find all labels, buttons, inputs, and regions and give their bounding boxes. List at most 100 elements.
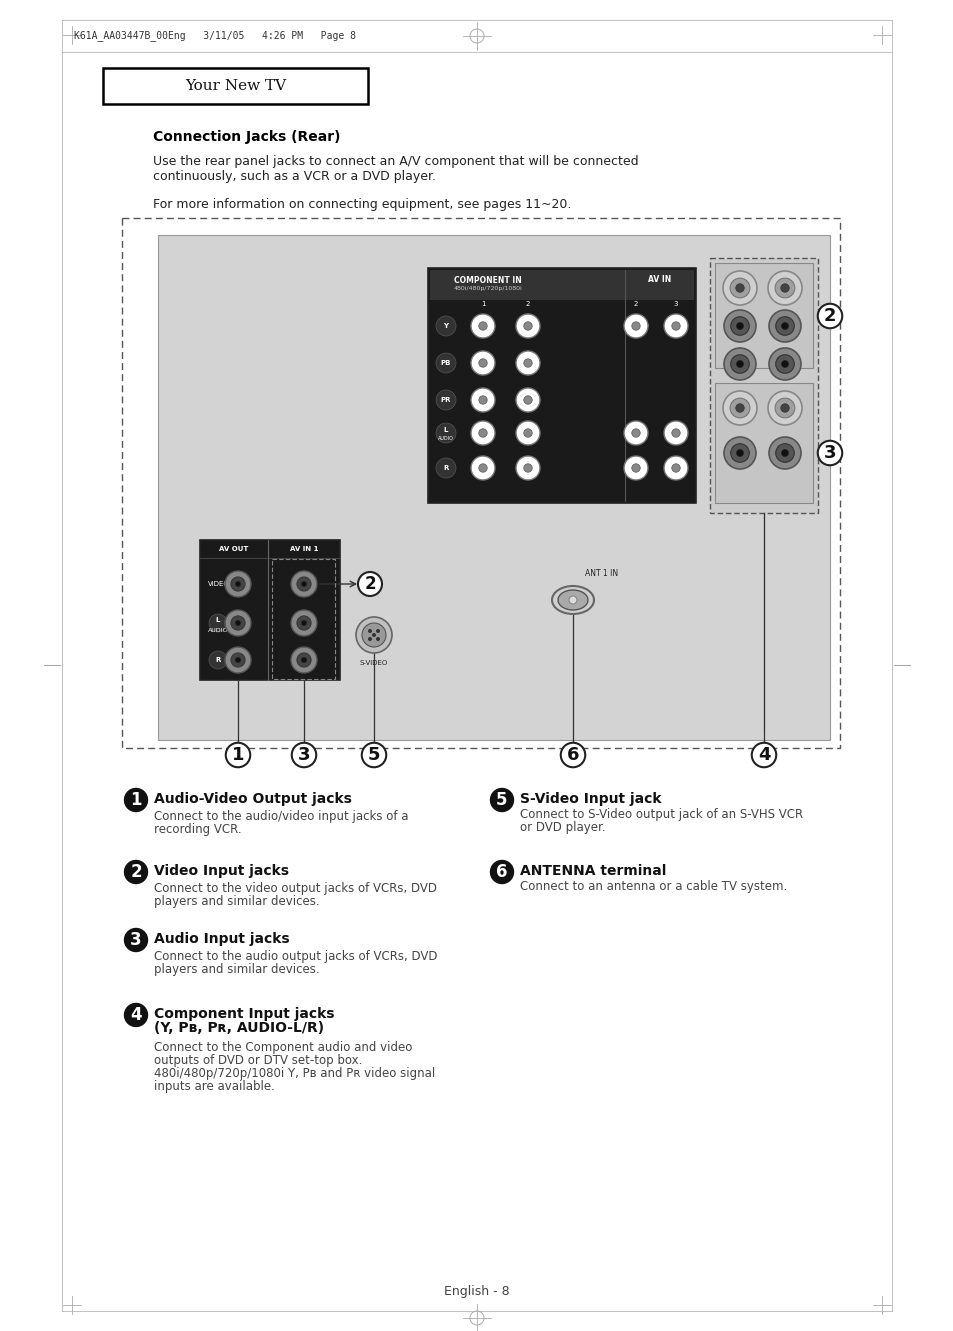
Text: ANT 1 IN: ANT 1 IN <box>584 568 618 578</box>
Circle shape <box>775 355 794 373</box>
Circle shape <box>730 443 748 462</box>
Circle shape <box>291 647 316 673</box>
Text: R: R <box>215 658 220 663</box>
Text: players and similar devices.: players and similar devices. <box>153 964 319 976</box>
Circle shape <box>723 310 755 342</box>
Circle shape <box>523 322 532 330</box>
Circle shape <box>623 314 647 338</box>
Circle shape <box>471 421 495 445</box>
Text: 6: 6 <box>496 862 507 881</box>
Circle shape <box>355 618 392 654</box>
Text: Connection Jacks (Rear): Connection Jacks (Rear) <box>152 130 340 144</box>
Ellipse shape <box>552 586 594 614</box>
Text: 5: 5 <box>367 745 380 764</box>
Text: 480i/480p/720p/1080i Y, Pʙ and Pʀ video signal: 480i/480p/720p/1080i Y, Pʙ and Pʀ video … <box>153 1067 435 1079</box>
Circle shape <box>523 429 532 437</box>
Text: English - 8: English - 8 <box>444 1284 509 1298</box>
Circle shape <box>722 272 757 305</box>
Circle shape <box>723 347 755 379</box>
Bar <box>200 540 339 680</box>
Bar <box>714 264 812 367</box>
Text: Your New TV: Your New TV <box>185 79 286 93</box>
Text: Video Input jacks: Video Input jacks <box>153 864 289 878</box>
Text: 4: 4 <box>757 745 769 764</box>
Text: recording VCR.: recording VCR. <box>153 823 241 836</box>
Circle shape <box>523 359 532 367</box>
Circle shape <box>780 403 788 413</box>
Circle shape <box>436 315 456 335</box>
Circle shape <box>767 272 801 305</box>
Circle shape <box>623 421 647 445</box>
Circle shape <box>781 450 788 457</box>
Text: 480i/480p/720p/1080i: 480i/480p/720p/1080i <box>453 286 522 291</box>
Bar <box>103 68 368 104</box>
Circle shape <box>291 571 316 598</box>
Circle shape <box>478 429 487 437</box>
Circle shape <box>523 463 532 473</box>
Circle shape <box>631 429 639 437</box>
Circle shape <box>729 278 749 298</box>
Bar <box>625 270 693 299</box>
Circle shape <box>471 389 495 413</box>
Text: or DVD player.: or DVD player. <box>519 821 605 835</box>
Circle shape <box>775 317 794 335</box>
Circle shape <box>671 322 679 330</box>
Circle shape <box>631 322 639 330</box>
Text: Audio Input jacks: Audio Input jacks <box>153 932 290 946</box>
Text: AUDIO: AUDIO <box>627 435 645 441</box>
Circle shape <box>736 322 742 330</box>
Bar <box>428 268 696 503</box>
Text: Y: Y <box>443 323 448 329</box>
Ellipse shape <box>558 590 587 610</box>
Text: 2: 2 <box>525 301 530 307</box>
Text: 1: 1 <box>131 791 142 809</box>
Circle shape <box>775 398 794 418</box>
Circle shape <box>361 623 386 647</box>
Text: 2: 2 <box>822 307 836 325</box>
Circle shape <box>516 351 539 375</box>
Circle shape <box>730 355 748 373</box>
Circle shape <box>471 314 495 338</box>
Circle shape <box>231 576 245 591</box>
Circle shape <box>478 395 487 405</box>
Text: VIDEO: VIDEO <box>627 323 649 329</box>
Text: S-Video Input jack: S-Video Input jack <box>519 792 660 807</box>
Text: Connect to S-Video output jack of an S-VHS VCR: Connect to S-Video output jack of an S-V… <box>519 808 802 821</box>
Circle shape <box>516 457 539 480</box>
Circle shape <box>301 582 306 587</box>
Text: inputs are available.: inputs are available. <box>153 1079 274 1093</box>
Circle shape <box>235 582 240 587</box>
Circle shape <box>291 610 316 636</box>
Circle shape <box>623 457 647 480</box>
Circle shape <box>235 658 240 663</box>
Bar <box>158 236 829 740</box>
Text: PR: PR <box>440 397 451 403</box>
Text: AUDIO: AUDIO <box>208 628 229 634</box>
Text: Connect to the Component audio and video: Connect to the Component audio and video <box>153 1041 412 1054</box>
Text: (Y, Pʙ, Pʀ, AUDIO-L/R): (Y, Pʙ, Pʀ, AUDIO-L/R) <box>153 1021 324 1036</box>
Circle shape <box>516 314 539 338</box>
Bar <box>714 383 812 503</box>
Circle shape <box>478 359 487 367</box>
Circle shape <box>568 596 577 604</box>
Circle shape <box>768 437 801 469</box>
Circle shape <box>296 652 311 667</box>
Text: For more information on connecting equipment, see pages 11~20.: For more information on connecting equip… <box>152 198 571 212</box>
Circle shape <box>301 620 306 626</box>
Text: 2: 2 <box>633 301 638 307</box>
Text: 2: 2 <box>364 575 375 594</box>
Circle shape <box>471 457 495 480</box>
Circle shape <box>516 421 539 445</box>
Circle shape <box>478 463 487 473</box>
Text: ANTENNA terminal: ANTENNA terminal <box>519 864 666 878</box>
Text: K61A_AA03447B_00Eng   3/11/05   4:26 PM   Page 8: K61A_AA03447B_00Eng 3/11/05 4:26 PM Page… <box>74 31 355 41</box>
Circle shape <box>781 361 788 367</box>
Circle shape <box>235 620 240 626</box>
Bar <box>272 559 335 679</box>
Circle shape <box>436 390 456 410</box>
Text: Connect to the audio/video input jacks of a: Connect to the audio/video input jacks o… <box>153 811 408 823</box>
Text: 5: 5 <box>496 791 507 809</box>
Circle shape <box>671 463 679 473</box>
Circle shape <box>730 317 748 335</box>
Circle shape <box>375 630 379 634</box>
